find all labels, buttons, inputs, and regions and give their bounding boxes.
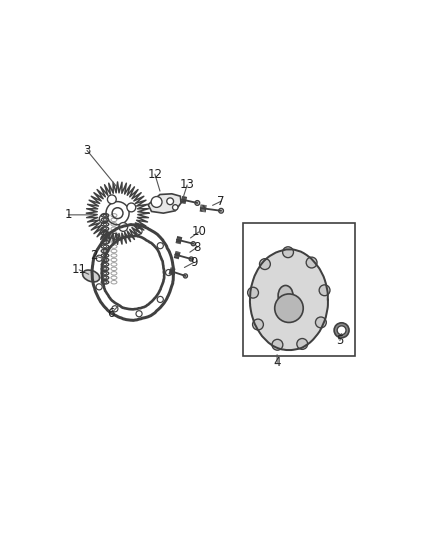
Circle shape xyxy=(259,259,270,270)
Circle shape xyxy=(272,340,283,350)
Circle shape xyxy=(337,326,346,335)
Text: 8: 8 xyxy=(194,240,201,254)
Circle shape xyxy=(157,296,163,303)
Circle shape xyxy=(99,214,108,223)
Circle shape xyxy=(173,205,178,210)
Circle shape xyxy=(319,285,330,296)
Circle shape xyxy=(107,195,116,204)
Text: 5: 5 xyxy=(336,334,343,347)
Circle shape xyxy=(136,311,142,317)
Circle shape xyxy=(157,243,163,249)
Polygon shape xyxy=(250,249,328,350)
Text: 6: 6 xyxy=(107,308,114,320)
Text: 11: 11 xyxy=(72,263,87,276)
Text: 13: 13 xyxy=(180,179,194,191)
Circle shape xyxy=(119,223,127,231)
Text: 1: 1 xyxy=(64,208,72,221)
Circle shape xyxy=(127,203,136,212)
Text: 12: 12 xyxy=(148,167,162,181)
Polygon shape xyxy=(148,194,181,213)
Circle shape xyxy=(136,228,142,235)
Circle shape xyxy=(195,200,200,205)
Circle shape xyxy=(306,257,317,268)
Circle shape xyxy=(191,241,195,246)
Circle shape xyxy=(315,317,326,328)
Circle shape xyxy=(112,306,118,312)
Circle shape xyxy=(219,208,223,213)
Circle shape xyxy=(167,198,173,205)
Circle shape xyxy=(96,284,102,290)
Circle shape xyxy=(151,197,162,207)
Circle shape xyxy=(247,287,258,298)
Circle shape xyxy=(275,294,303,322)
Circle shape xyxy=(112,233,118,239)
Circle shape xyxy=(297,338,307,349)
Circle shape xyxy=(184,274,187,278)
Circle shape xyxy=(253,319,263,330)
Circle shape xyxy=(96,255,102,261)
Circle shape xyxy=(166,270,172,276)
Bar xyxy=(243,223,355,356)
Ellipse shape xyxy=(83,270,99,282)
Ellipse shape xyxy=(278,286,293,306)
Circle shape xyxy=(189,257,193,261)
Text: 4: 4 xyxy=(273,356,281,369)
Text: 7: 7 xyxy=(217,195,225,208)
Text: 9: 9 xyxy=(190,256,198,269)
Text: 2: 2 xyxy=(90,249,98,262)
Text: 3: 3 xyxy=(83,144,91,157)
Circle shape xyxy=(283,247,293,257)
Text: 10: 10 xyxy=(191,225,206,238)
Circle shape xyxy=(334,323,349,338)
